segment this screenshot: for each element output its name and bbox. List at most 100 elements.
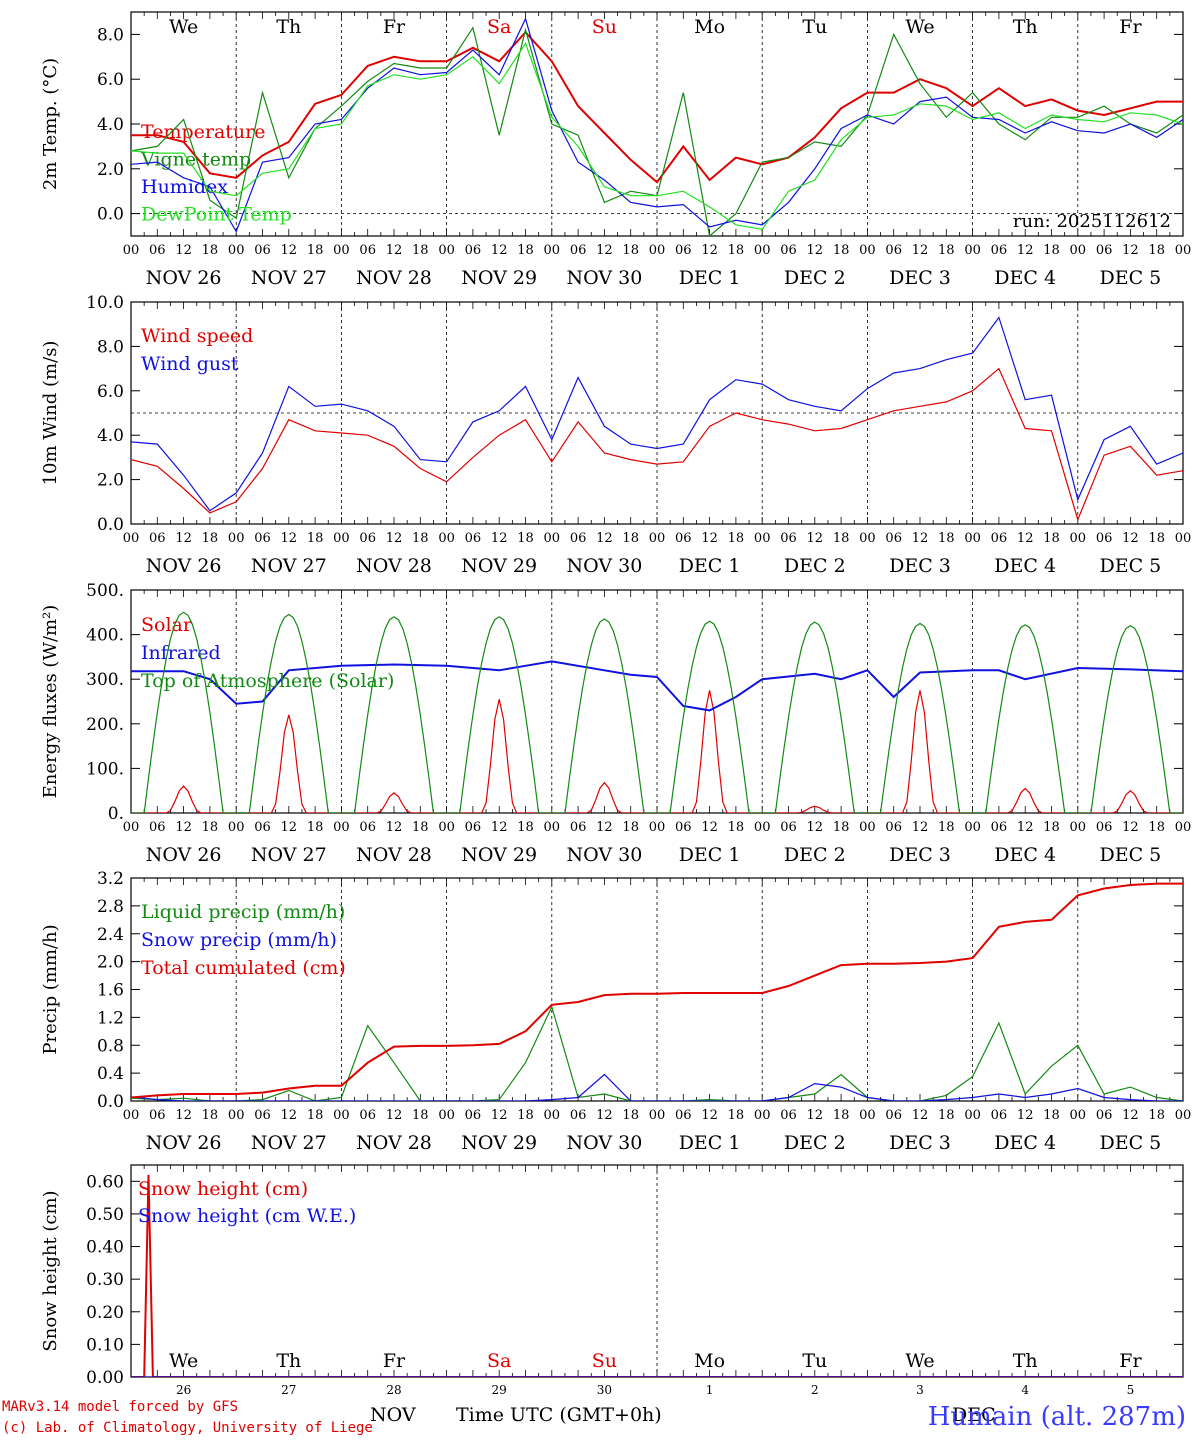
weekday-label: Fr <box>383 1350 406 1372</box>
x-hour-label: 06 <box>885 1108 902 1123</box>
y-tick-label: 4.0 <box>97 115 124 135</box>
x-hour-label: 18 <box>202 820 219 835</box>
x-hour-label: 18 <box>833 820 850 835</box>
y-tick-label: 400. <box>86 626 124 646</box>
x-hour-label: 00 <box>649 243 666 258</box>
x-hour-label: 00 <box>964 820 981 835</box>
x-hour-label: 12 <box>175 820 192 835</box>
y-tick-label: 0.40 <box>86 1238 124 1258</box>
x-date-label: NOV 30 <box>566 555 642 577</box>
x-hour-label: 12 <box>912 820 929 835</box>
x-hour-label: 12 <box>807 531 824 546</box>
x-date-label: NOV 26 <box>146 267 222 289</box>
x-hour-label: 00 <box>964 531 981 546</box>
y-tick-label: 0.0 <box>97 205 124 225</box>
x-hour-label: 12 <box>912 531 929 546</box>
y-tick-label: 0.0 <box>97 515 124 535</box>
x-hour-label: 12 <box>701 243 718 258</box>
x-date-label: DEC 1 <box>679 555 741 577</box>
legend-vigne-temp: Vigne temp <box>140 149 251 171</box>
y-tick-label: 0.4 <box>97 1064 124 1084</box>
x-hour-label: 18 <box>728 243 745 258</box>
series-line-temperature <box>131 30 1183 184</box>
x-date-label: NOV 28 <box>356 555 432 577</box>
x-hour-label: 00 <box>1175 820 1192 835</box>
x-date-label: NOV 26 <box>146 844 222 866</box>
day-number-label: 26 <box>176 1383 191 1397</box>
x-hour-label: 12 <box>1017 243 1034 258</box>
x-hour-label: 12 <box>1122 1108 1139 1123</box>
x-date-label: NOV 30 <box>566 267 642 289</box>
x-hour-label: 06 <box>675 243 692 258</box>
x-date-label: NOV 27 <box>251 555 327 577</box>
x-hour-label: 06 <box>465 820 482 835</box>
x-hour-label: 12 <box>1017 531 1034 546</box>
legend-liquid-precip-mm-h: Liquid precip (mm/h) <box>141 901 345 923</box>
x-hour-label: 18 <box>833 243 850 258</box>
x-hour-label: 06 <box>885 243 902 258</box>
x-hour-label: 00 <box>1070 531 1087 546</box>
x-hour-label: 18 <box>412 243 429 258</box>
x-hour-label: 00 <box>859 531 876 546</box>
x-date-label: DEC 3 <box>889 1132 951 1154</box>
panel-5: 0.00 0.10 0.20 0.30 0.40 0.50 0.60 Snow height … <box>40 1164 1184 1397</box>
x-hour-label: 06 <box>991 243 1008 258</box>
y-axis-label: 10m Wind (m/s) <box>40 341 61 486</box>
x-hour-label: 18 <box>517 1108 534 1123</box>
x-date-label: DEC 1 <box>679 267 741 289</box>
day-number-label: 29 <box>492 1383 507 1397</box>
x-hour-label: 06 <box>359 1108 376 1123</box>
x-hour-label: 06 <box>254 531 271 546</box>
x-hour-label: 18 <box>412 1108 429 1123</box>
x-hour-label: 00 <box>754 1108 771 1123</box>
weekday-label: Th <box>1013 1350 1038 1372</box>
x-date-label: DEC 2 <box>784 555 846 577</box>
weekday-label: Th <box>1013 16 1038 38</box>
x-hour-label: 18 <box>517 820 534 835</box>
x-date-label: NOV 28 <box>356 1132 432 1154</box>
x-date-label: NOV 29 <box>461 844 537 866</box>
series-line-wind-speed <box>131 367 1183 522</box>
x-hour-label: 00 <box>438 820 455 835</box>
x-hour-label: 00 <box>859 1108 876 1123</box>
panel-3: 0. 100. 200. 300. 400. 500. Energy fluxes (W/m… <box>40 581 1191 866</box>
x-hour-label: 18 <box>938 531 955 546</box>
plot-frame <box>130 589 1184 814</box>
y-tick-label: 2.0 <box>97 953 124 973</box>
x-hour-label: 18 <box>517 531 534 546</box>
series-line-dewpoint-temp <box>131 42 1183 230</box>
x-hour-label: 18 <box>202 531 219 546</box>
day-number-label: 2 <box>811 1383 819 1397</box>
y-tick-label: 0. <box>108 804 124 824</box>
x-date-label: DEC 4 <box>994 844 1056 866</box>
x-hour-label: 12 <box>1122 243 1139 258</box>
x-hour-label: 12 <box>701 820 718 835</box>
weekday-label: We <box>169 1350 198 1372</box>
y-tick-label: 500. <box>86 581 124 601</box>
x-hour-label: 12 <box>175 531 192 546</box>
x-hour-label: 12 <box>1122 820 1139 835</box>
y-tick-label: 200. <box>86 715 124 735</box>
x-hour-label: 06 <box>675 531 692 546</box>
y-tick-label: 0.20 <box>86 1303 124 1323</box>
weekday-label: Tu <box>802 1350 827 1372</box>
day-number-label: 5 <box>1127 1383 1135 1397</box>
x-hour-label: 18 <box>1043 1108 1060 1123</box>
x-hour-label: 00 <box>964 1108 981 1123</box>
x-date-label: NOV 27 <box>251 1132 327 1154</box>
y-tick-label: 100. <box>86 759 124 779</box>
x-hour-label: 18 <box>517 243 534 258</box>
y-tick-label: 0.30 <box>86 1270 124 1290</box>
x-date-label: NOV 29 <box>461 555 537 577</box>
x-hour-label: 18 <box>622 243 639 258</box>
x-hour-label: 12 <box>807 820 824 835</box>
x-hour-label: 06 <box>1096 1108 1113 1123</box>
weekday-label: Th <box>276 16 301 38</box>
x-hour-label: 00 <box>1070 820 1087 835</box>
x-hour-label: 18 <box>728 820 745 835</box>
x-date-label: NOV 29 <box>461 1132 537 1154</box>
x-hour-label: 12 <box>596 1108 613 1123</box>
legend-wind-gust: Wind gust <box>141 353 239 375</box>
x-hour-label: 18 <box>622 820 639 835</box>
series-line-wind-gust <box>131 316 1183 512</box>
